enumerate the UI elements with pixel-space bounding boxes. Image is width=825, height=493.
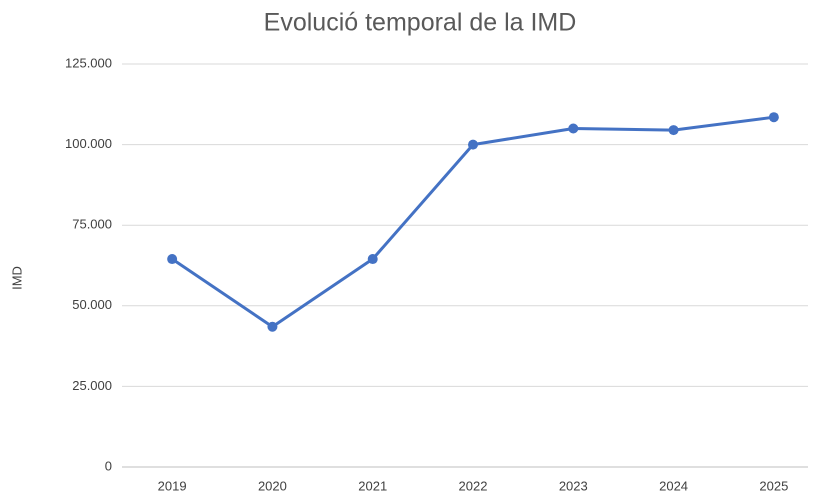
x-tick-label: 2023 [559, 478, 588, 493]
data-point [568, 123, 579, 134]
data-point [468, 139, 478, 150]
data-point [668, 125, 679, 136]
chart-title: Evolució temporal de la IMD [264, 9, 577, 37]
y-tick-label: 0 [105, 458, 112, 473]
x-tick-label: 2024 [659, 478, 688, 493]
y-tick-label: 125.000 [65, 55, 112, 70]
y-tick-label: 100.000 [65, 136, 112, 151]
data-point [167, 254, 178, 265]
y-tick-label: 25.000 [72, 378, 112, 393]
data-point [367, 254, 378, 265]
x-tick-label: 2020 [258, 478, 287, 493]
x-tick-label: 2021 [358, 478, 387, 493]
x-tick-label: 2022 [459, 478, 488, 493]
data-point [768, 112, 779, 123]
data-point [267, 321, 278, 332]
x-tick-label: 2019 [158, 478, 187, 493]
y-tick-label: 75.000 [72, 217, 112, 232]
x-tick-label: 2025 [759, 478, 788, 493]
y-axis-label: IMD [9, 266, 24, 290]
y-tick-label: 50.000 [72, 297, 112, 312]
